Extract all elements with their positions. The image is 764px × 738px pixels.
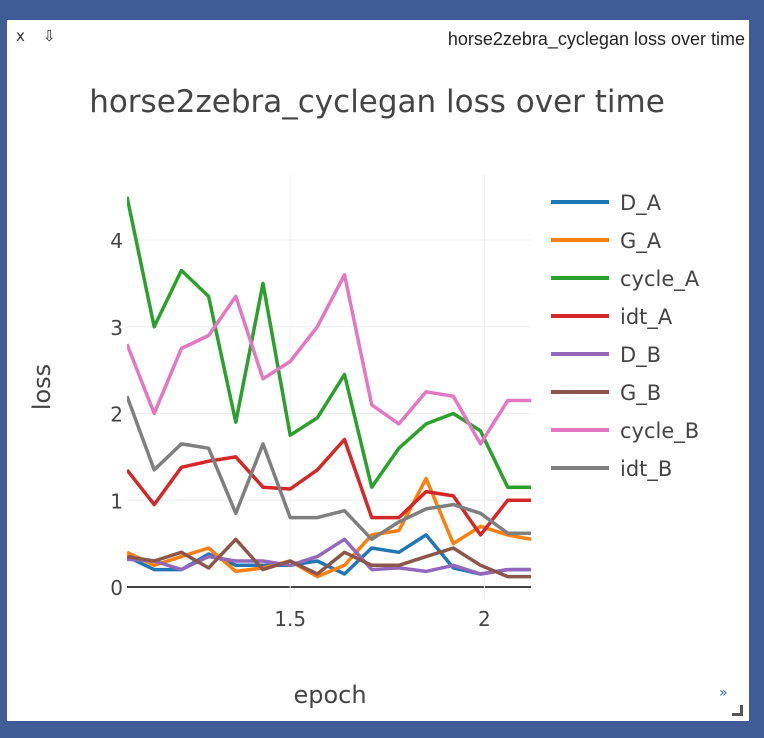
legend-label: idt_B [620,457,672,482]
expand-icon[interactable]: » [719,685,728,701]
legend-label: cycle_B [620,419,699,444]
y-tick-label: 4 [110,229,123,253]
legend: D_A G_A cycle_A idt_A D_B G_B cycle_B idt_B [551,191,700,482]
series-line-d-b [127,537,531,576]
series-line-cycle-b [127,272,531,446]
series-line-idt-b [127,395,531,542]
x-tick-label: 2 [478,607,491,631]
y-tick-label: 1 [110,489,123,513]
y-axis-label: loss [28,364,56,410]
close-button[interactable]: x [16,27,25,45]
pane-title: horse2zebra_cyclegan loss over time [447,29,745,49]
download-icon[interactable]: ⇩ [43,27,56,45]
series-line-g-b [127,537,531,579]
grid [127,175,531,600]
legend-label: D_B [620,343,661,368]
chart-title: horse2zebra_cyclegan loss over time [89,84,665,120]
legend-label: D_A [620,191,662,216]
series-line-idt-a [127,437,531,537]
y-tick-label: 3 [110,316,123,340]
series-lines [127,196,531,579]
legend-label: cycle_A [620,267,700,292]
legend-label: G_A [620,229,662,254]
y-tick-label: 0 [110,576,123,600]
x-tick-label: 1.5 [274,607,306,631]
legend-label: idt_A [620,305,673,330]
resize-handle[interactable] [732,705,743,716]
x-axis-label: epoch [293,681,366,709]
y-tick-label: 2 [110,403,123,427]
legend-label: G_B [620,381,661,406]
axes: 0 1 2 3 4 1.5 2 [110,229,490,631]
visdom-pane [7,20,749,721]
series-line-g-a [127,476,531,579]
